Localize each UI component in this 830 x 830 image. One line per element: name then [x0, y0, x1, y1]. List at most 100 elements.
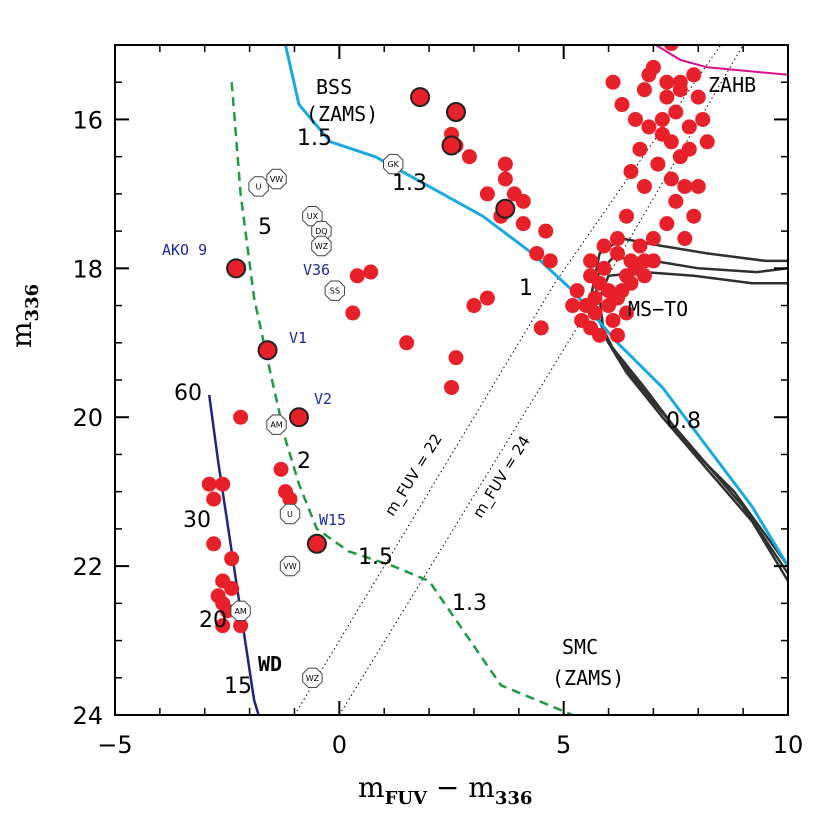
cv-marker-label: U — [256, 182, 262, 191]
cv-marker-label: VW — [270, 175, 283, 184]
cv-octagon — [311, 235, 332, 257]
mass-label-smc-2: 2 — [297, 449, 311, 474]
star-point — [596, 260, 612, 276]
star-point — [614, 97, 630, 113]
star-point — [529, 245, 545, 261]
ringed-star-point — [226, 258, 247, 279]
star-point — [699, 134, 715, 150]
star-point — [659, 89, 675, 105]
y-tick-label: 16 — [72, 106, 103, 134]
star-point — [479, 186, 495, 202]
star-point — [668, 104, 684, 120]
mass-label-bss-1-5: 1.5 — [297, 126, 332, 151]
bss-zams-label: (ZAMS) — [306, 102, 378, 126]
star-point — [618, 305, 634, 321]
mass-label-smc-5: 5 — [258, 215, 272, 240]
ringed-star-point — [410, 87, 431, 108]
star-point — [542, 253, 558, 269]
mass-label-bss-1: 1 — [519, 276, 533, 301]
star-point — [610, 231, 626, 247]
y-tick-label: 18 — [72, 255, 103, 283]
cv-marker-label: SS — [330, 287, 340, 296]
wd-cooling-curve — [207, 394, 260, 715]
mass-label-smc-1-5: 1.5 — [358, 545, 393, 570]
star-point — [610, 245, 626, 261]
star-point — [627, 111, 643, 127]
x-tick-label: 10 — [773, 731, 804, 759]
cv-marker-am: AM — [230, 600, 251, 621]
star-point — [632, 238, 648, 254]
y-tick-label: 22 — [72, 553, 103, 581]
star-point — [601, 298, 617, 314]
cv-marker-label: AM — [234, 607, 246, 616]
smc-label: SMC — [562, 635, 598, 659]
star-point — [677, 178, 693, 194]
star-point — [641, 67, 657, 83]
cv-marker-u: U — [279, 503, 301, 525]
star-point — [677, 231, 693, 247]
star-point — [659, 74, 675, 90]
star-point — [636, 82, 652, 98]
star-point — [233, 618, 249, 634]
ringed-star-point — [495, 198, 516, 219]
cv-octagon — [266, 414, 287, 435]
cv-marker-label: UX — [307, 212, 319, 221]
cv-marker-label: WZ — [315, 242, 329, 251]
star-point — [605, 312, 621, 328]
star-point — [273, 461, 289, 477]
cv-marker-gk: GK — [383, 153, 404, 175]
star-point — [538, 223, 554, 239]
star-point — [515, 193, 531, 209]
star-point — [345, 305, 361, 321]
cv-marker-vw: VW — [266, 168, 287, 190]
svg-text:m336: m336 — [5, 284, 43, 348]
star-point — [461, 149, 477, 165]
star-label-v2: V2 — [314, 390, 332, 408]
star-point — [233, 409, 249, 425]
star-point — [672, 82, 688, 98]
star-point — [515, 216, 531, 232]
star-point — [610, 327, 626, 343]
cv-octagon — [266, 168, 287, 190]
star-point — [641, 119, 657, 135]
star-point — [623, 164, 639, 180]
ms-to-label: MS−TO — [628, 297, 688, 321]
star-point — [533, 320, 549, 336]
star-point — [569, 283, 585, 299]
star-point — [587, 290, 603, 306]
x-tick-label: 0 — [332, 731, 347, 759]
cv-octagon — [383, 153, 404, 175]
cv-marker-label: VW — [283, 562, 296, 571]
star-point — [681, 119, 697, 135]
star-point — [224, 580, 240, 596]
x-tick-label: 5 — [556, 731, 571, 759]
star-point — [605, 74, 621, 90]
mass-label-bss-0-8: 0.8 — [666, 409, 701, 434]
star-point — [627, 260, 643, 276]
star-point — [565, 298, 581, 314]
x-axis-title: mFUV − m336 — [358, 771, 532, 809]
star-label-ako9: AKO 9 — [162, 241, 207, 259]
star-point — [497, 156, 513, 172]
star-point — [206, 491, 222, 507]
svg-text:mFUV − m336: mFUV − m336 — [358, 771, 532, 809]
star-point — [663, 171, 679, 187]
cv-marker-ss: SS — [324, 280, 345, 301]
star-point — [479, 290, 495, 306]
cv-marker-wz: WZ — [311, 235, 332, 257]
star-point — [614, 283, 630, 299]
cv-marker-wz: WZ — [302, 667, 323, 688]
star-point — [282, 491, 298, 507]
isochrone-2 — [598, 270, 788, 582]
star-point — [215, 618, 231, 634]
star-point — [636, 178, 652, 194]
cv-marker-label: AM — [270, 421, 282, 430]
mass-label-wd-30: 30 — [183, 508, 211, 533]
ringed-star-point — [445, 102, 466, 122]
ringed-star-point — [288, 407, 309, 428]
y-axis-title: m336 — [5, 284, 43, 348]
ringed-star-point — [306, 533, 327, 554]
star-point — [224, 551, 240, 567]
star-point — [497, 171, 513, 187]
star-point — [399, 335, 415, 351]
